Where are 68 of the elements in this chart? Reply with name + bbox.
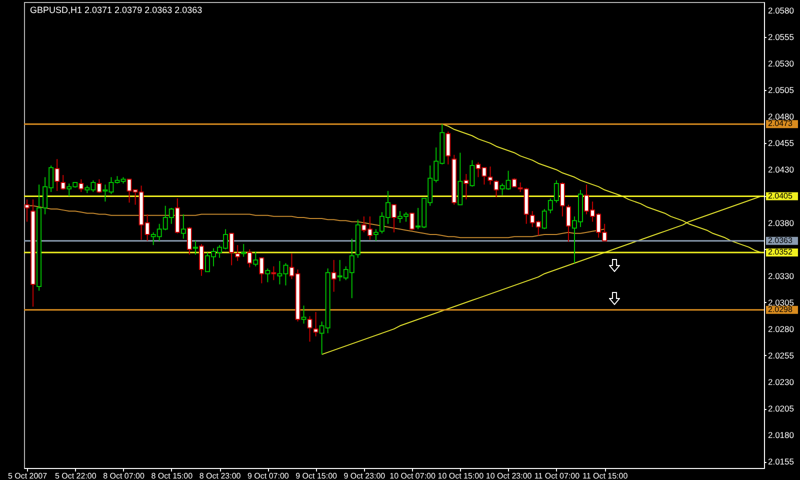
candlestick: [54, 158, 60, 192]
candlestick: [560, 182, 565, 217]
candlestick: [186, 226, 192, 256]
candlestick: [470, 160, 475, 188]
candlestick: [241, 244, 246, 258]
y-tick-label: 2.0430: [768, 164, 794, 175]
candlestick: [464, 173, 469, 200]
y-tick-label: 2.0580: [768, 5, 794, 16]
x-tick-label: 10 Oct 15:00: [438, 472, 484, 480]
y-tick-label: 2.0280: [768, 324, 794, 334]
ref-line-label: 2.0405: [768, 191, 794, 200]
y-tick-label: 2.0555: [768, 32, 794, 42]
x-tick-label: 5 Oct 2007: [8, 472, 48, 480]
candlestick: [410, 212, 415, 231]
y-tick-label: 2.0255: [768, 350, 794, 360]
candlestick: [373, 228, 378, 242]
x-tick-label: 9 Oct 07:00: [247, 472, 290, 480]
candlestick: [235, 244, 240, 262]
candlestick: [78, 178, 84, 193]
candlestick: [24, 198, 30, 222]
chart-title: GBPUSD,H1 2.0371 2.0379 2.0363 2.0363: [30, 5, 202, 15]
y-tick-label: 2.0205: [768, 404, 794, 414]
ref-line-label: 2.0352: [768, 248, 794, 257]
y-tick-label: 2.0180: [768, 430, 794, 440]
candlestick: [331, 259, 336, 292]
y-tick-label: 2.0455: [768, 138, 794, 148]
y-tick-label: 2.0330: [768, 270, 794, 281]
candlestick: [458, 152, 463, 206]
candlestick: [446, 131, 451, 165]
y-tick-label: 2.0155: [768, 456, 794, 467]
candlestick: [96, 178, 102, 194]
candlestick: [259, 257, 264, 284]
x-tick-label: 8 Oct 23:00: [199, 472, 242, 480]
candlestick: [494, 180, 499, 198]
candlestick: [253, 250, 258, 267]
x-tick-label: 9 Oct 15:00: [296, 472, 338, 480]
y-tick-label: 2.0480: [768, 112, 794, 122]
candlestick: [265, 268, 270, 283]
ref-line-label: 2.0363: [768, 236, 794, 245]
y-tick-label: 2.0530: [768, 58, 794, 69]
candlestick: [392, 204, 396, 233]
y-tick-label: 2.0305: [768, 297, 794, 308]
x-tick-label: 10 Oct 23:00: [486, 472, 532, 480]
y-tick-label: 2.0230: [768, 377, 794, 388]
x-tick-label: 9 Oct 23:00: [344, 472, 386, 480]
y-tick-label: 2.0505: [768, 85, 794, 96]
candlestick: [229, 232, 234, 266]
candlestick: [542, 208, 547, 230]
ref-line-label: 2.0298: [768, 304, 794, 314]
candlestick: [271, 266, 276, 281]
candlestick: [192, 240, 198, 256]
candlestick: [180, 214, 186, 240]
candlestick: [313, 311, 318, 337]
x-tick-label: 8 Oct 15:00: [151, 472, 194, 480]
x-tick-label: 11 Oct 15:00: [582, 472, 628, 480]
candlestick: [247, 248, 252, 268]
candlestick: [198, 244, 204, 276]
ref-line-label: 2.0473: [768, 119, 794, 128]
x-tick-label: 10 Oct 07:00: [390, 472, 436, 480]
x-tick-label: 8 Oct 07:00: [103, 472, 145, 480]
y-tick-label: 2.0380: [768, 218, 794, 228]
candlestick: [301, 305, 306, 324]
candlestick: [60, 174, 66, 190]
candlestick: [307, 316, 312, 342]
x-tick-label: 5 Oct 22:00: [54, 472, 97, 480]
candlestick: [566, 204, 571, 242]
x-tick-label: 11 Oct 07:00: [534, 472, 580, 480]
candlestick: [488, 166, 493, 186]
